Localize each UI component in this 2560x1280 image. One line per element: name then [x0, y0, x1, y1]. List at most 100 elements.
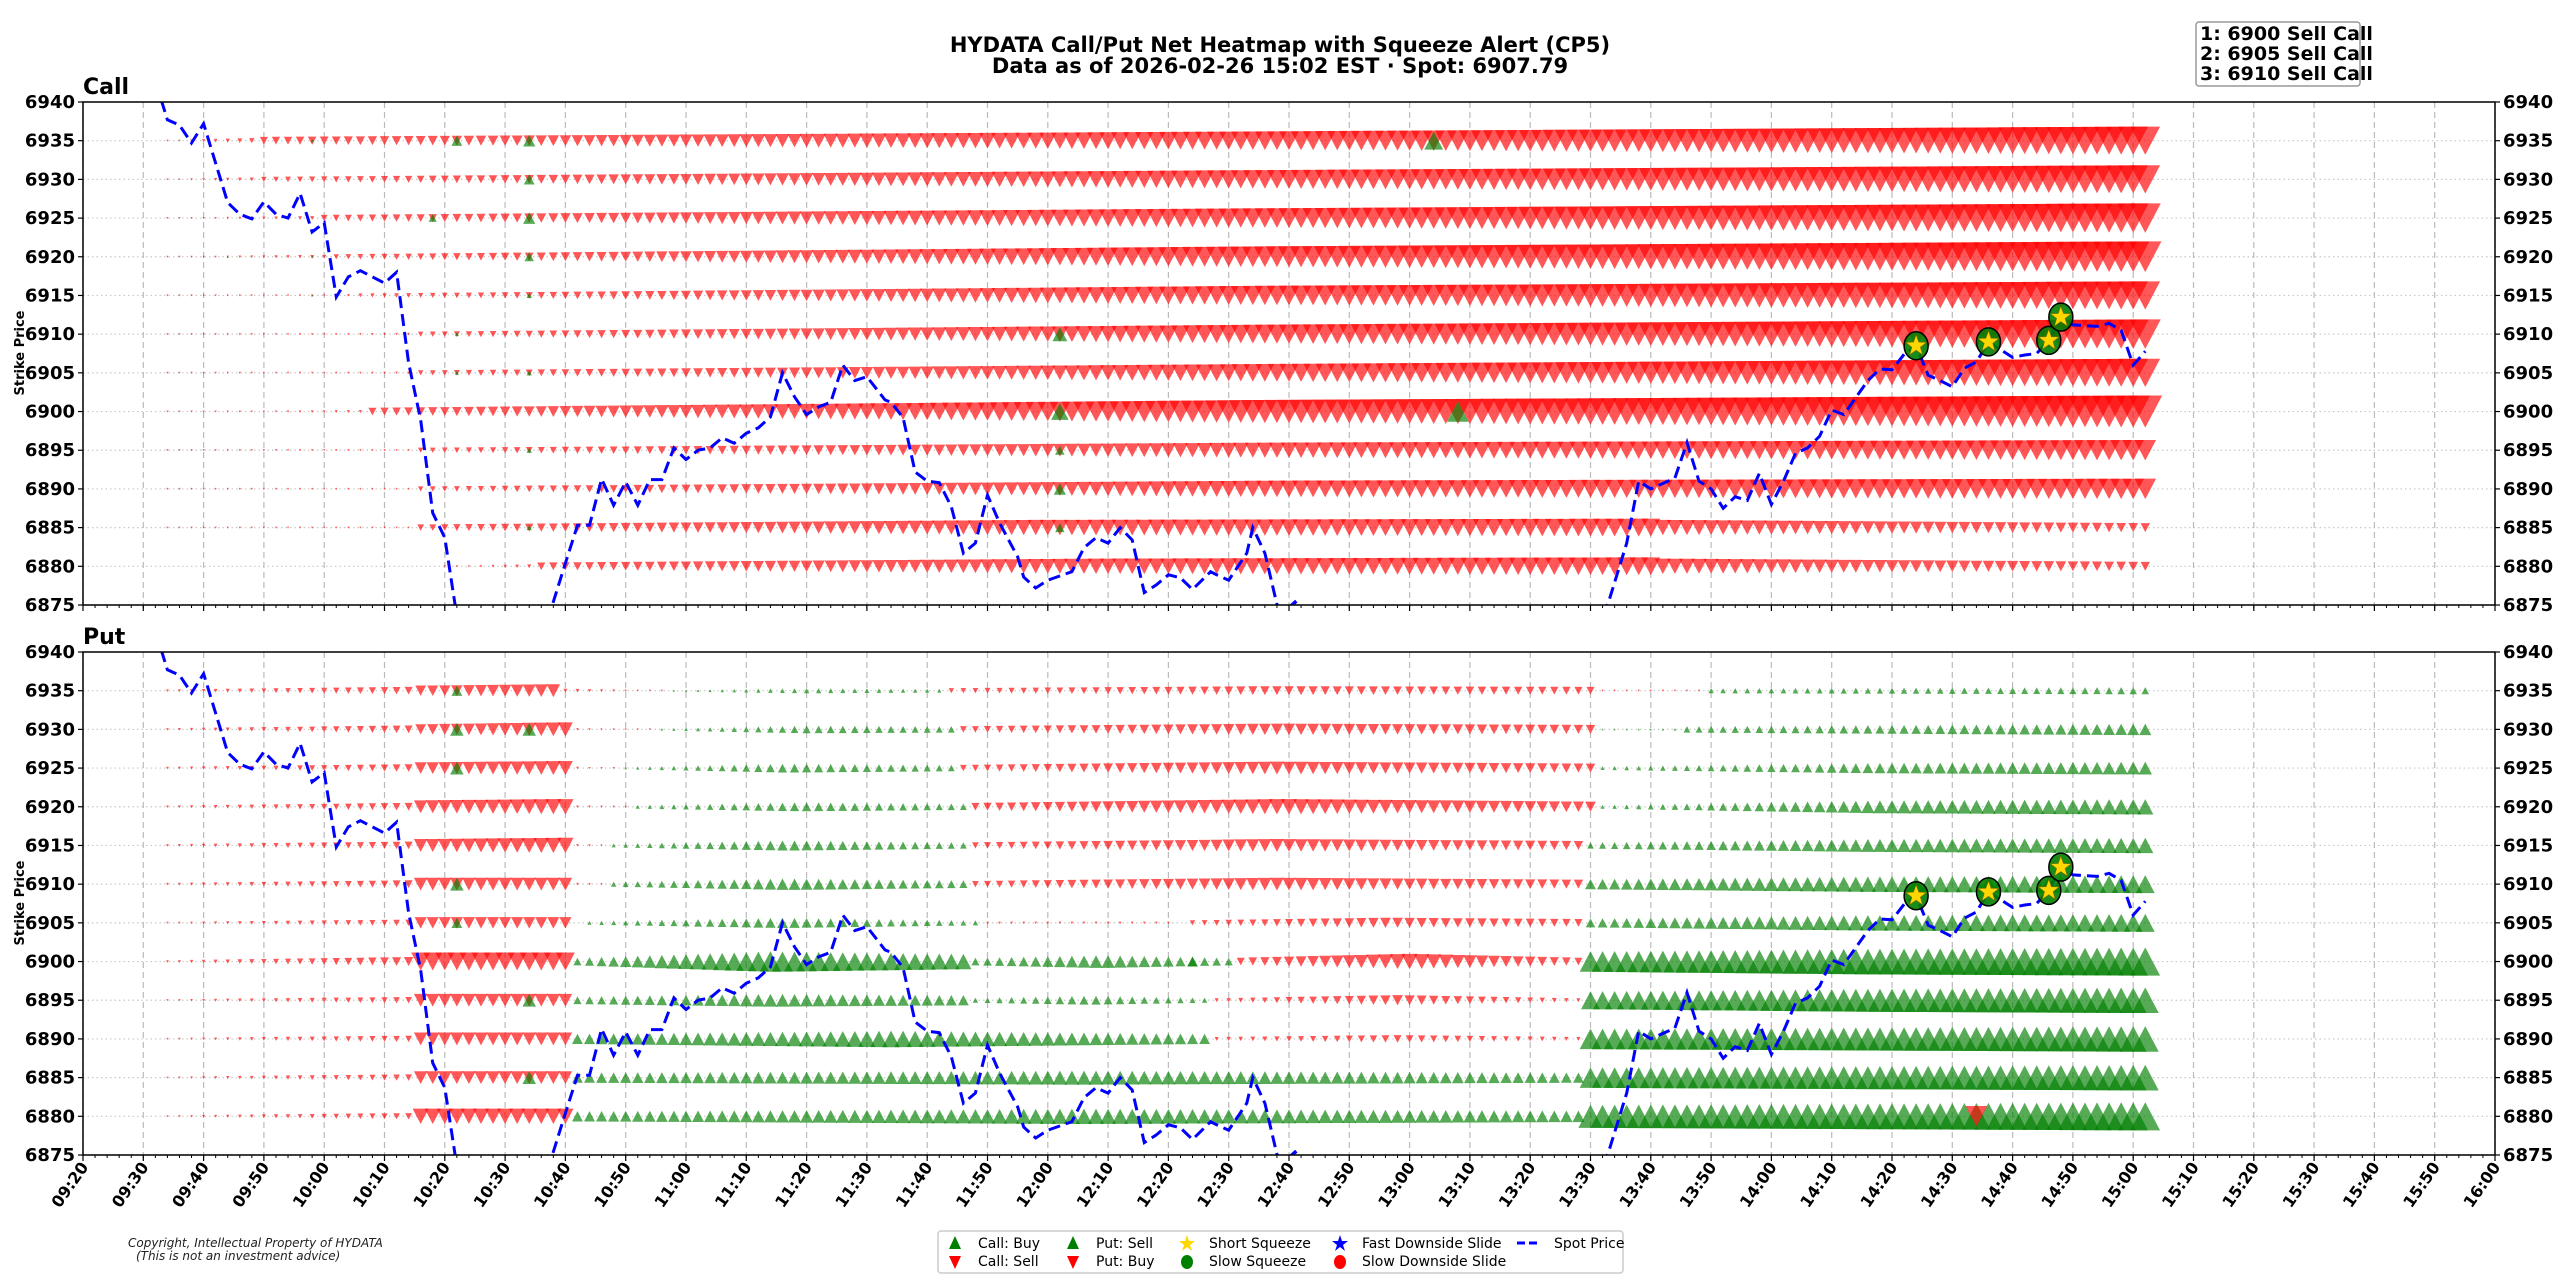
- triangle-up-marker: [875, 725, 883, 733]
- triangle-up-marker: [2063, 875, 2082, 893]
- triangle-up-marker: [1610, 841, 1619, 849]
- triangle-down-marker: [226, 410, 229, 413]
- triangle-down-marker: [485, 838, 501, 853]
- triangle-up-marker: [860, 994, 873, 1007]
- triangle-down-marker: [788, 173, 802, 186]
- triangle-up-marker: [955, 1031, 972, 1047]
- triangle-up-marker: [991, 1031, 1008, 1047]
- triangle-down-marker: [1593, 441, 1612, 459]
- triangle-up-marker: [1813, 839, 1826, 852]
- triangle-down-marker: [534, 1032, 549, 1046]
- triangle-down-marker: [274, 216, 278, 220]
- y-tick-label-right: 6910: [2503, 324, 2553, 345]
- triangle-down-marker: [201, 882, 206, 886]
- triangle-down-marker: [357, 997, 364, 1004]
- triangle-up-marker: [226, 255, 229, 258]
- triangle-down-marker: [428, 407, 438, 416]
- triangle-down-marker: [896, 366, 910, 379]
- triangle-up-marker: [2039, 914, 2058, 932]
- triangle-up-marker: [1801, 839, 1814, 852]
- triangle-down-marker: [286, 255, 290, 259]
- triangle-down-marker: [1593, 479, 1613, 498]
- triangle-down-marker: [558, 877, 573, 891]
- triangle-down-marker: [1280, 442, 1298, 458]
- x-tick-label: 11:20: [771, 1158, 816, 1211]
- triangle-down-marker: [1475, 955, 1489, 968]
- triangle-down-marker: [333, 1075, 339, 1081]
- triangle-up-marker: [1148, 1108, 1165, 1124]
- triangle-down-marker: [1343, 839, 1356, 852]
- triangle-down-marker: [1076, 365, 1092, 381]
- triangle-down-marker: [1561, 879, 1572, 889]
- triangle-down-marker: [473, 838, 489, 853]
- triangle-down-marker: [1412, 519, 1431, 537]
- triangle-up-marker: [643, 1033, 656, 1045]
- triangle-down-marker: [2079, 561, 2091, 572]
- triangle-up-marker: [1791, 763, 1800, 773]
- triangle-down-marker: [1641, 518, 1661, 537]
- triangle-down-marker: [1249, 919, 1257, 927]
- triangle-down-marker: [178, 999, 181, 1002]
- triangle-up-marker: [1599, 842, 1607, 849]
- triangle-down-marker: [1306, 839, 1320, 852]
- triangle-down-marker: [311, 449, 314, 452]
- triangle-down-marker: [1539, 997, 1545, 1003]
- triangle-down-marker: [836, 289, 850, 302]
- triangle-down-marker: [583, 405, 596, 418]
- triangle-up-marker: [611, 843, 616, 848]
- triangle-down-marker: [1552, 1036, 1557, 1042]
- triangle-down-marker: [448, 1108, 465, 1125]
- triangle-down-marker: [1764, 559, 1779, 574]
- triangle-up-marker: [1837, 800, 1850, 813]
- triangle-up-marker: [744, 688, 749, 693]
- triangle-down-marker: [645, 368, 655, 378]
- triangle-down-marker: [1015, 287, 1032, 304]
- triangle-down-marker: [753, 445, 764, 455]
- triangle-down-marker: [213, 882, 218, 886]
- triangle-up-marker: [764, 878, 777, 890]
- triangle-down-marker: [1376, 557, 1395, 575]
- triangle-down-marker: [847, 133, 863, 148]
- triangle-up-marker: [707, 727, 713, 732]
- triangle-down-marker: [1148, 558, 1165, 575]
- triangle-down-marker: [1836, 521, 1851, 535]
- triangle-down-marker: [534, 722, 549, 737]
- triangle-down-marker: [261, 1114, 266, 1119]
- y-tick-label-right: 6920: [2503, 247, 2553, 268]
- triangle-up-marker: [1800, 915, 1815, 930]
- triangle-down-marker: [510, 1071, 524, 1085]
- triangle-down-marker: [1003, 171, 1020, 188]
- triangle-down-marker: [1569, 557, 1588, 576]
- triangle-down-marker: [1391, 724, 1404, 735]
- triangle-down-marker: [1666, 520, 1683, 536]
- triangle-up-marker: [1875, 725, 1885, 734]
- triangle-down-marker: [202, 333, 205, 336]
- triangle-up-marker: [943, 1109, 959, 1124]
- triangle-up-marker: [1754, 802, 1765, 812]
- triangle-down-marker: [1171, 325, 1190, 343]
- triangle-down-marker: [515, 564, 519, 569]
- triangle-down-marker: [1003, 287, 1020, 304]
- triangle-down-marker: [956, 559, 971, 574]
- triangle-down-marker: [1031, 880, 1040, 889]
- triangle-down-marker: [1673, 689, 1677, 692]
- triangle-down-marker: [1703, 558, 1719, 574]
- triangle-up-marker: [526, 292, 532, 299]
- triangle-down-marker: [202, 921, 206, 925]
- triangle-down-marker: [1329, 799, 1345, 815]
- triangle-down-marker: [537, 485, 545, 493]
- triangle-down-marker: [476, 252, 485, 261]
- triangle-down-marker: [789, 445, 800, 456]
- triangle-down-marker: [435, 952, 455, 971]
- triangle-up-marker: [691, 1032, 705, 1046]
- triangle-down-marker: [1562, 918, 1571, 927]
- triangle-down-marker: [425, 800, 440, 814]
- triangle-down-marker: [297, 998, 303, 1003]
- triangle-down-marker: [465, 369, 472, 376]
- triangle-down-marker: [166, 999, 169, 1002]
- y-tick-label: 6925: [25, 758, 75, 779]
- triangle-up-marker: [787, 993, 802, 1007]
- triangle-down-marker: [527, 564, 532, 569]
- triangle-down-marker: [1366, 954, 1381, 969]
- triangle-up-marker: [1439, 1110, 1453, 1123]
